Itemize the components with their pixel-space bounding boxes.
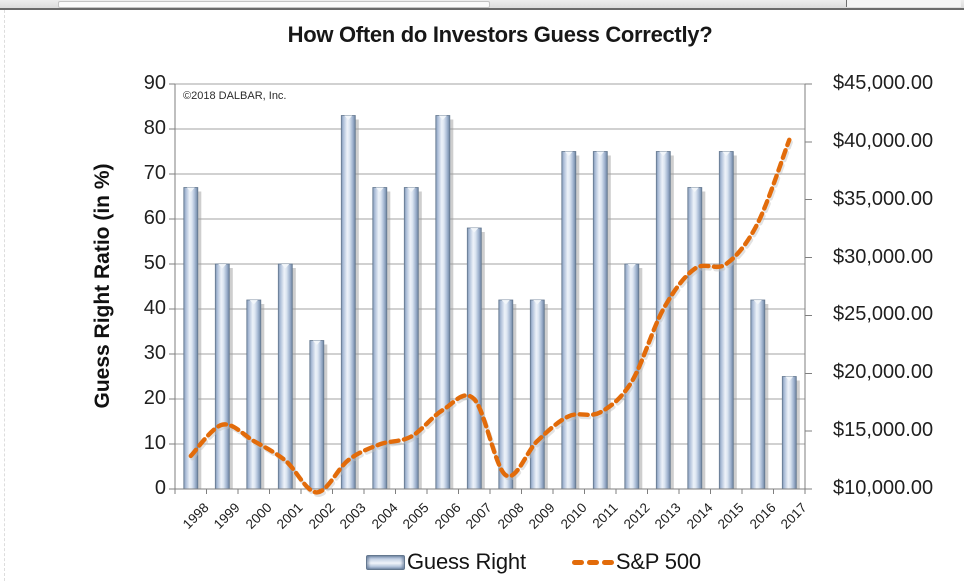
legend-label: Guess Right <box>407 549 526 574</box>
bar-top-notch <box>344 115 353 120</box>
bar-top-notch <box>753 300 762 305</box>
bar-top-notch <box>690 187 699 192</box>
bar-top-notch <box>722 151 731 156</box>
bar-shadow <box>481 232 485 489</box>
bar[interactable] <box>466 227 482 490</box>
bar-shadow <box>229 268 233 489</box>
bar-shadow <box>670 155 674 489</box>
bar-top-notch <box>785 376 794 381</box>
dashed-line-swatch-icon <box>571 559 614 565</box>
bar[interactable] <box>183 187 199 490</box>
bar-series-swatch-icon <box>366 554 405 570</box>
bar-shadow <box>292 268 296 489</box>
bar-top-notch <box>186 187 195 192</box>
bar-top-notch <box>470 228 479 233</box>
bar-top-notch <box>218 264 227 269</box>
legend-item-sp500[interactable]: S&P 500 <box>571 549 701 575</box>
bar-shadow <box>764 304 769 489</box>
legend-item-guess-right[interactable]: Guess Right <box>366 549 526 575</box>
window-chrome-strip <box>0 0 964 10</box>
bar[interactable] <box>246 299 262 490</box>
bar[interactable] <box>781 376 797 490</box>
bar[interactable] <box>750 299 766 490</box>
bar-top-notch <box>564 151 573 156</box>
right-axis-tick-label: $10,000.00 <box>833 477 934 500</box>
bar-shadow <box>701 191 706 489</box>
bar-top-notch <box>533 300 542 305</box>
bar-top-notch <box>312 340 321 345</box>
bar[interactable] <box>498 299 514 490</box>
bar-shadow <box>607 155 611 489</box>
chrome-segment-right <box>846 0 961 7</box>
bar-top-notch <box>407 187 416 192</box>
bar-shadow <box>544 304 548 489</box>
right-axis-tick-label: $15,000.00 <box>833 419 934 442</box>
bar[interactable] <box>655 151 671 490</box>
left-axis-tick-label: 60 <box>143 207 166 230</box>
bar-shadow <box>733 155 737 489</box>
bar[interactable] <box>561 151 577 490</box>
left-axis-tick-label: 70 <box>143 162 166 185</box>
bar[interactable] <box>592 151 608 490</box>
bar[interactable] <box>718 151 734 490</box>
left-axis-tick-label: 30 <box>143 342 166 365</box>
right-axis-tick-label: $40,000.00 <box>833 129 934 152</box>
bar-top-notch <box>501 300 510 305</box>
left-axis-tick-label: 40 <box>143 297 166 320</box>
bar-top-notch <box>659 151 668 156</box>
bar-top-notch <box>438 115 447 120</box>
bar[interactable] <box>435 115 451 490</box>
right-axis-tick-label: $25,000.00 <box>833 303 934 326</box>
right-axis-tick-label: $35,000.00 <box>833 187 934 210</box>
bar-shadow <box>512 304 517 489</box>
bar[interactable] <box>529 299 545 490</box>
bar-shadow <box>796 380 800 489</box>
left-axis-tick-label: 80 <box>143 117 166 140</box>
bar-top-notch <box>596 151 605 156</box>
bar[interactable] <box>309 340 325 490</box>
left-axis-tick-label: 90 <box>143 72 166 95</box>
bar-shadow <box>418 191 422 489</box>
chart-title: How Often do Investors Guess Correctly? <box>287 22 713 47</box>
bar-series-guess-right[interactable] <box>183 115 800 490</box>
right-axis-tick-label: $30,000.00 <box>833 245 934 268</box>
sp500-line[interactable] <box>188 137 792 495</box>
copyright-text: ©2018 DALBAR, Inc. <box>183 90 287 102</box>
bar-shadow <box>197 191 202 489</box>
legend-label: S&P 500 <box>615 549 701 574</box>
left-axis-tick-label: 20 <box>143 387 166 410</box>
bar-shadow <box>575 155 580 489</box>
left-axis-tick-label: 0 <box>154 477 166 500</box>
right-axis-tick-label: $45,000.00 <box>833 72 934 95</box>
bar-shadow <box>449 119 454 489</box>
left-axis-tick-label: 50 <box>143 252 166 275</box>
bar-top-notch <box>249 300 258 305</box>
chrome-segment-left <box>58 1 490 8</box>
bar-shadow <box>386 191 391 489</box>
bar[interactable] <box>214 263 230 490</box>
bar-shadow <box>638 268 643 489</box>
bar-shadow <box>355 119 359 489</box>
bar-top-notch <box>627 264 636 269</box>
bar[interactable] <box>340 115 356 490</box>
legend: Guess Right S&P 500 <box>366 549 701 575</box>
bar-top-notch <box>281 264 290 269</box>
bar-shadow <box>260 304 265 489</box>
bar[interactable] <box>687 187 703 490</box>
right-axis-tick-label: $20,000.00 <box>833 361 934 384</box>
page-break-dotted-line <box>4 10 5 581</box>
left-axis-tick-label: 10 <box>143 432 166 455</box>
bar-shadow <box>323 344 328 489</box>
bar-top-notch <box>375 187 384 192</box>
